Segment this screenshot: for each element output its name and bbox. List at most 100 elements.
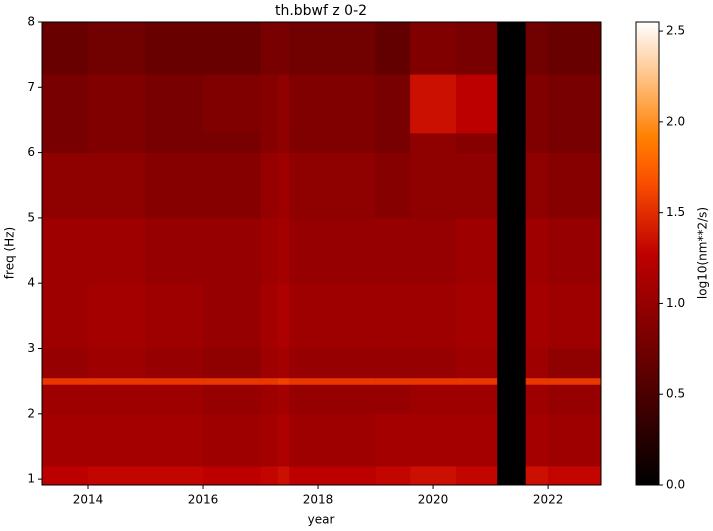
heatmap-cell	[375, 283, 411, 349]
colorbar-tick-label: 0.0	[666, 478, 685, 492]
heatmap-cell	[410, 384, 457, 415]
heatmap-cell	[548, 377, 602, 385]
heatmap-cell	[203, 74, 261, 134]
heatmap-cell	[260, 466, 279, 486]
heatmap-cell	[289, 377, 319, 385]
heatmap-cell	[88, 377, 146, 385]
heatmap-cell	[145, 384, 204, 415]
heatmap-cell	[525, 384, 549, 415]
heatmap-cell	[203, 348, 261, 379]
heatmap-cell	[277, 133, 290, 153]
colorbar	[635, 21, 660, 486]
heatmap-cell	[525, 466, 549, 486]
chart-title: th.bbwf z 0-2	[275, 3, 367, 19]
plot-frame	[41, 21, 602, 486]
heatmap-cell	[88, 466, 146, 486]
heatmap-cell	[88, 413, 146, 467]
heatmap-cell	[289, 348, 319, 379]
heatmap-cell	[289, 283, 319, 349]
heatmap-cell	[410, 413, 457, 467]
heatmap-cell	[410, 377, 457, 385]
heatmap-cell	[525, 22, 549, 75]
heatmap-cell	[456, 348, 498, 379]
heatmap-cell	[42, 466, 89, 486]
heatmap-cell	[548, 217, 602, 284]
heatmap-cell	[525, 74, 549, 134]
colorbar-tick-label: 1.0	[666, 296, 685, 310]
y-tick-label: 4	[27, 276, 35, 290]
heatmap-cell	[410, 152, 457, 219]
heatmap-cell	[42, 74, 89, 134]
y-tick-label: 5	[27, 210, 35, 224]
heatmap-cell	[318, 413, 376, 467]
heatmap-cell	[277, 22, 290, 75]
heatmap-cell	[42, 348, 89, 379]
heatmap-cell	[289, 384, 319, 415]
heatmap-cell	[410, 466, 457, 486]
colorbar-tick-label: 1.5	[666, 205, 685, 219]
heatmap-cell	[456, 466, 498, 486]
heatmap-cell	[456, 217, 498, 284]
heatmap-cell	[456, 22, 498, 75]
heatmap-cell	[203, 413, 261, 467]
heatmap-cell	[145, 152, 204, 219]
heatmap-cell	[277, 283, 290, 349]
heatmap-cell	[318, 152, 376, 219]
heatmap-cell	[548, 22, 602, 75]
heatmap-cell	[525, 413, 549, 467]
heatmap-cell	[260, 348, 279, 379]
heatmap-cell	[289, 217, 319, 284]
heatmap-cell	[410, 348, 457, 379]
heatmap-cell	[42, 413, 89, 467]
heatmap-cell	[318, 348, 376, 379]
heatmap-cell	[548, 348, 602, 379]
heatmap-cell	[203, 377, 261, 385]
heatmap-cell	[289, 466, 319, 486]
colorbar-tick-label: 2.0	[666, 114, 685, 128]
heatmap-cell	[456, 133, 498, 153]
colorbar-tick-label: 2.5	[666, 24, 685, 38]
heatmap-cell	[318, 384, 376, 415]
heatmap-cell	[203, 466, 261, 486]
heatmap-cell	[410, 283, 457, 349]
heatmap-cell	[88, 152, 146, 219]
heatmap-cell	[145, 413, 204, 467]
heatmap-cell	[277, 74, 290, 134]
heatmap-cell	[203, 217, 261, 284]
heatmap-cell	[88, 74, 146, 134]
heatmap-cell	[203, 283, 261, 349]
heatmap-cell	[375, 22, 411, 75]
heatmap-cell	[548, 74, 602, 134]
y-tick-label: 3	[27, 341, 35, 355]
heatmap-cell	[277, 466, 290, 486]
heatmap-cell	[318, 283, 376, 349]
heatmap-cell	[42, 283, 89, 349]
heatmap-cell	[525, 377, 549, 385]
heatmap-cell	[375, 348, 411, 379]
heatmap-cell	[456, 74, 498, 134]
heatmap-cell	[456, 283, 498, 349]
heatmap-cell	[277, 413, 290, 467]
heatmap-cell	[375, 152, 411, 219]
heatmap-cell	[145, 133, 204, 153]
heatmap-cell	[525, 133, 549, 153]
heatmap-cell	[277, 384, 290, 415]
heatmap-cell	[375, 217, 411, 284]
x-tick-label: 2014	[73, 493, 104, 507]
heatmap-cell	[88, 283, 146, 349]
heatmap-cell	[548, 384, 602, 415]
heatmap-cell	[260, 377, 279, 385]
heatmap-cell	[318, 133, 376, 153]
heatmap-cell	[375, 133, 411, 153]
heatmap-cell	[548, 413, 602, 467]
heatmap-cell	[410, 74, 457, 134]
heatmap-cell	[456, 384, 498, 415]
heatmap-cell	[548, 283, 602, 349]
y-tick-label: 6	[27, 145, 35, 159]
y-axis-label: freq (Hz)	[3, 227, 17, 279]
heatmap-cell	[456, 413, 498, 467]
heatmap-cell	[260, 152, 279, 219]
heatmap-cell	[375, 466, 411, 486]
